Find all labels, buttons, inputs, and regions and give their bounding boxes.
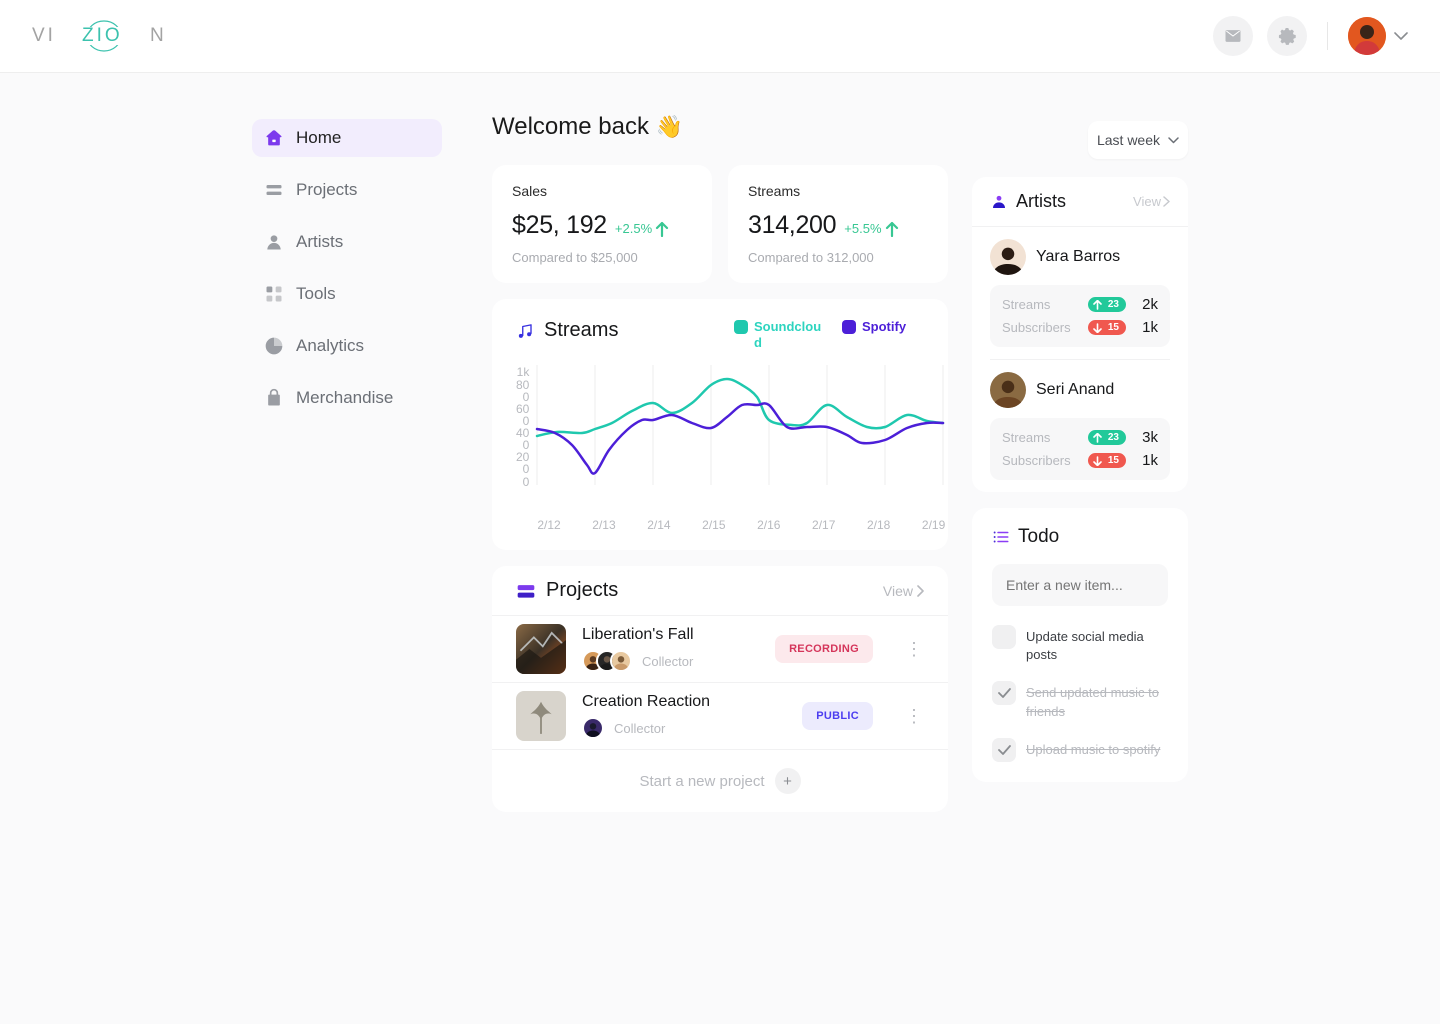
svg-text:VI: VI xyxy=(32,25,56,46)
svg-text:ZIO: ZIO xyxy=(82,25,123,46)
svg-text:N: N xyxy=(150,25,167,46)
